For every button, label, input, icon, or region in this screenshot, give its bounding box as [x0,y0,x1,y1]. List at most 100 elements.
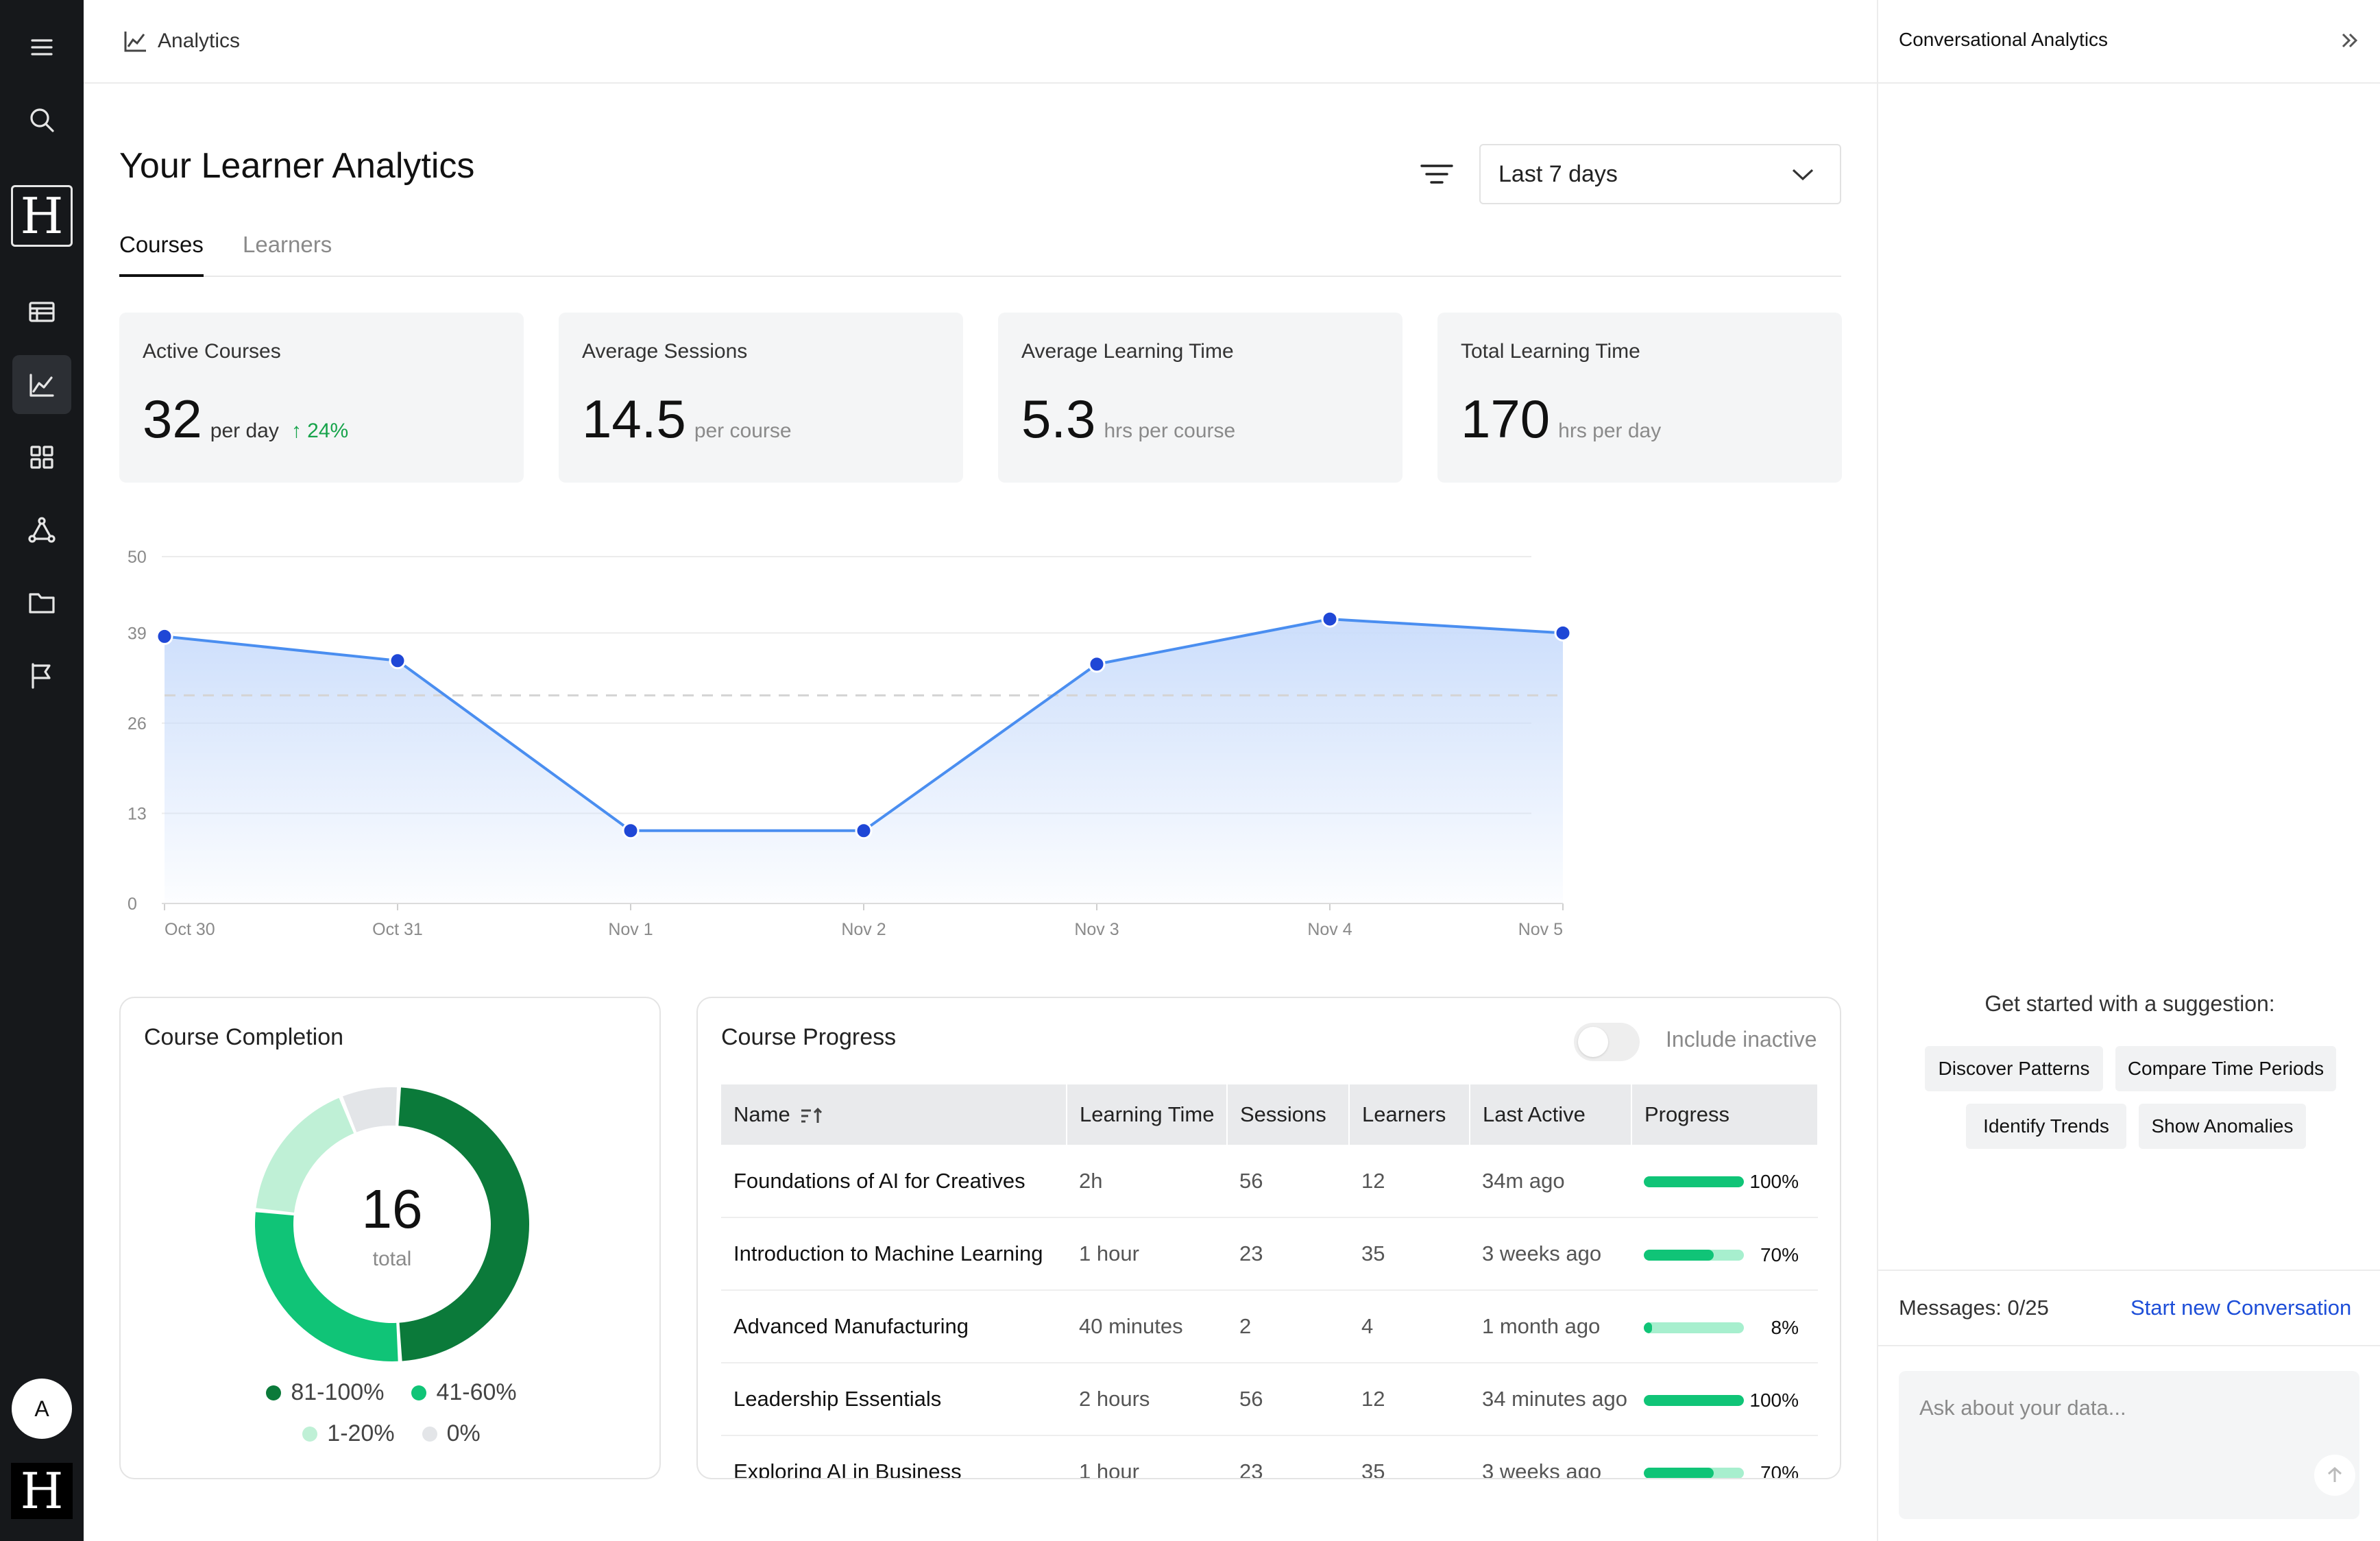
cell-learners: 35 [1349,1435,1470,1478]
include-inactive-toggle[interactable] [1574,1023,1640,1061]
suggestion-chip-identify-trends[interactable]: Identify Trends [1966,1104,2126,1149]
analytics-icon[interactable] [12,355,71,414]
flag-icon[interactable] [12,646,71,705]
stat-unit: hrs per day [1558,420,1662,442]
stat-card-average-learning-time: Average Learning Time 5.3 hrs per course [998,313,1402,483]
cell-sessions: 23 [1227,1435,1349,1478]
stat-value: 14.5 [582,389,686,449]
progress-bar [1644,1176,1744,1188]
x-tick-label: Nov 5 [1518,920,1563,939]
send-button[interactable] [2314,1455,2355,1496]
analytics-icon [124,32,146,52]
sort-ascending-icon[interactable] [800,1106,823,1126]
legend-item: 81-100% [266,1379,384,1406]
suggestion-heading: Get started with a suggestion: [1984,991,2275,1016]
search-icon[interactable] [12,90,71,149]
assistant-title: Conversational Analytics [1899,29,2109,50]
progress-bar-fill [1644,1322,1652,1333]
legend-label: 1-20% [327,1420,395,1446]
grid-icon[interactable] [12,428,71,487]
y-tick-label: 39 [127,624,147,643]
suggestion-chip-compare-time-periods[interactable]: Compare Time Periods [2115,1046,2336,1091]
y-tick-label: 26 [127,714,147,733]
progress-bar [1644,1394,1744,1406]
column-header-learning-time[interactable]: Learning Time [1067,1084,1228,1145]
donut-segment [255,1212,398,1361]
collapse-panel-button[interactable] [2338,29,2365,53]
suggestion-chip-show-anomalies[interactable]: Show Anomalies [2139,1104,2306,1149]
progress-bar-fill [1644,1467,1714,1478]
x-tick-label: Nov 1 [608,920,653,939]
x-tick-label: Oct 30 [165,920,215,939]
column-header-last-active[interactable]: Last Active [1470,1084,1632,1145]
y-tick-label: 0 [127,895,137,914]
cell-progress: 100% [1631,1363,1818,1436]
folder-icon[interactable] [12,573,71,632]
legend-dot [302,1426,318,1442]
learning-line-chart: 0 13 26 39 50 Oct 30 Oct 31 Nov 1 Nov 2 Nov 3 Nov … [127,548,1572,939]
panel-title: Course Progress [721,1024,897,1050]
data-point [156,627,173,645]
cell-last-active: 3 weeks ago [1470,1217,1631,1291]
table-header-row: Name Learning Time Sessions Learners Las… [721,1084,1819,1145]
completion-legend-row-2: 1-20% 0% [121,1420,662,1447]
cell-name: Advanced Manufacturing [721,1290,1067,1363]
column-header-name[interactable]: Name [721,1084,1067,1145]
stat-label: Average Sessions [582,340,748,363]
date-range-value: Last 7 days [1498,160,1618,187]
cell-name: Leadership Essentials [721,1363,1067,1436]
cell-progress: 8% [1631,1290,1818,1363]
start-new-conversation-link[interactable]: Start new Conversation [2130,1296,2352,1320]
tab-courses[interactable]: Courses [119,232,204,277]
column-header-progress[interactable]: Progress [1631,1084,1819,1145]
table-row[interactable]: Exploring AI in Business 1 hour 23 35 3 week… [721,1435,1818,1479]
stat-label: Total Learning Time [1461,340,1640,363]
cell-learners: 35 [1349,1217,1470,1291]
network-icon[interactable] [12,500,71,559]
stat-unit: hrs per course [1104,420,1236,442]
column-header-learners[interactable]: Learners [1349,1084,1470,1145]
progress-percent: 100% [1749,1389,1799,1411]
double-chevron-right-icon [2342,33,2358,48]
table-row[interactable]: Leadership Essentials 2 hours 56 12 34 minut… [721,1363,1818,1436]
cell-sessions: 2 [1227,1290,1349,1363]
stat-card-total-learning-time: Total Learning Time 170 hrs per day [1437,313,1842,483]
table-row[interactable]: Foundations of AI for Creatives 2h 56 12 34m… [721,1145,1818,1218]
include-inactive-label: Include inactive [1666,1027,1817,1052]
data-point [855,822,873,840]
cell-learning-time: 1 hour [1067,1217,1227,1291]
stat-label: Average Learning Time [1021,340,1234,363]
table-row[interactable]: Advanced Manufacturing 40 minutes 2 4 1 mont… [721,1290,1818,1363]
completion-donut-chart [255,1087,530,1361]
table-icon[interactable] [12,282,71,341]
donut-center: 16 total [248,1080,536,1368]
cell-name: Introduction to Machine Learning [721,1217,1067,1291]
ask-input[interactable] [1899,1371,2359,1519]
column-header-sessions[interactable]: Sessions [1227,1084,1350,1145]
x-tick-label: Nov 3 [1074,920,1119,939]
progress-percent: 70% [1760,1461,1799,1479]
stat-unit: per course [694,420,792,442]
suggestion-chip-discover-patterns[interactable]: Discover Patterns [1925,1046,2103,1091]
avatar[interactable]: A [12,1379,72,1439]
workspace-logo[interactable]: H [11,1462,73,1520]
donut-segment [256,1097,354,1213]
brand-logo[interactable]: H [11,185,73,247]
stat-value: 5.3 [1021,389,1096,449]
data-point [389,652,406,670]
filter-button[interactable] [1415,152,1459,196]
column-label: Name [733,1102,790,1126]
table-row[interactable]: Introduction to Machine Learning 1 hour 23… [721,1217,1818,1291]
tab-learners[interactable]: Learners [243,232,332,257]
completion-legend-row-1: 81-100% 41-60% [121,1379,662,1406]
cell-learners: 12 [1349,1145,1470,1218]
cell-progress: 70% [1631,1435,1818,1479]
breadcrumb[interactable]: Analytics [158,29,241,52]
date-range-select[interactable]: Last 7 days [1479,144,1841,204]
assistant-header: Conversational Analytics [1878,0,2380,84]
progress-bar-fill [1644,1176,1744,1188]
progress-bar-fill [1644,1249,1714,1261]
conversational-analytics-panel: Conversational Analytics Get started wit… [1877,0,2380,1541]
legend-label: 0% [446,1420,481,1446]
menu-icon[interactable] [12,18,71,77]
